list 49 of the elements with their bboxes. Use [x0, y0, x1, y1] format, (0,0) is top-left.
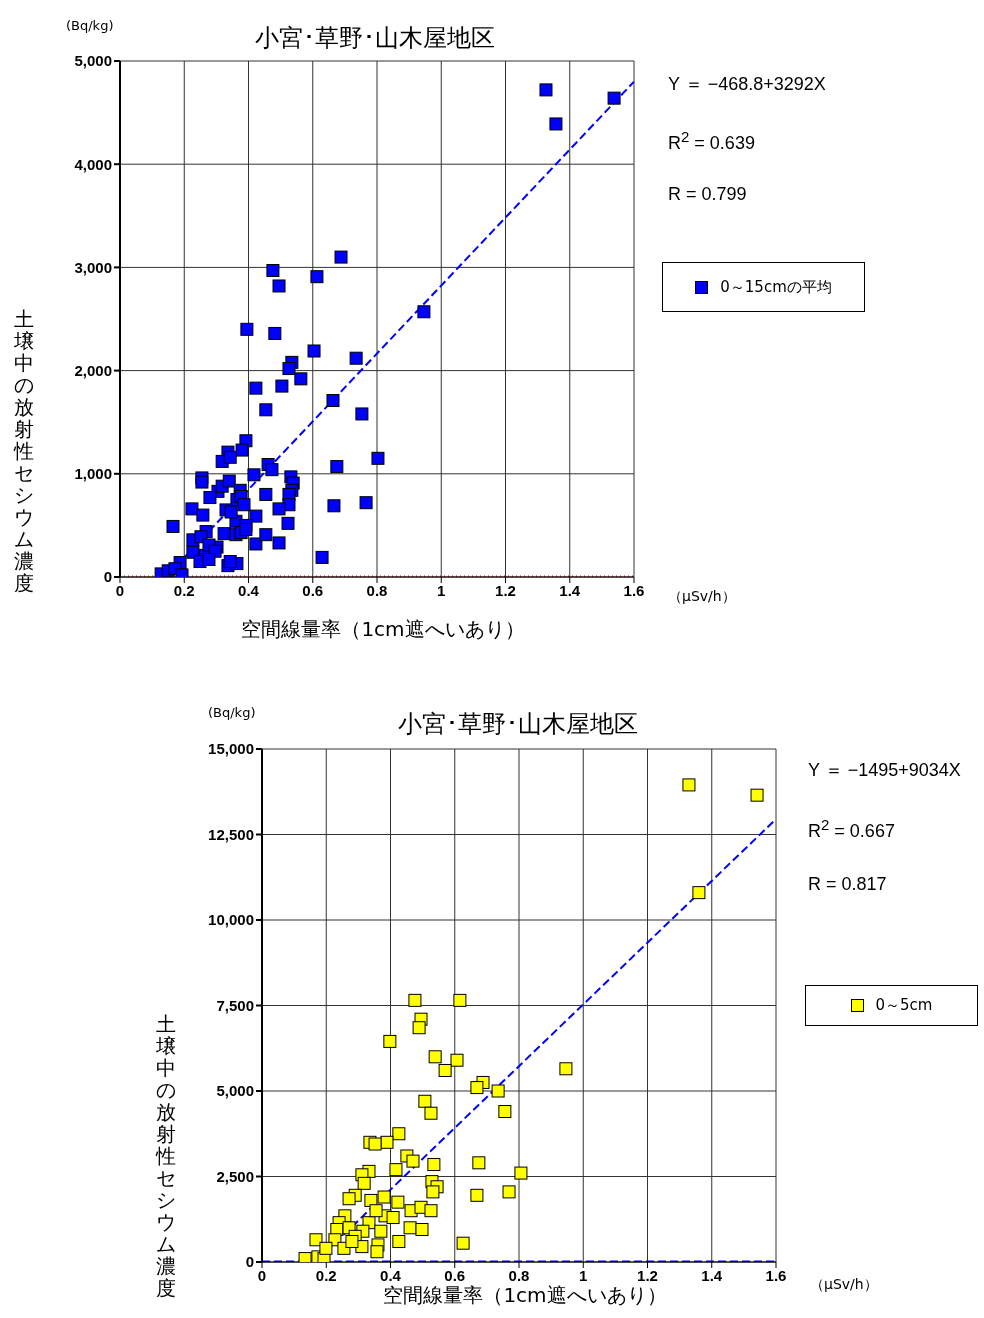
- x-tick-label: 0.4: [238, 581, 260, 599]
- x-tick-label: 0.6: [302, 581, 324, 599]
- x-tick-label: 1.4: [559, 581, 581, 599]
- y-tick-label: 5,000: [216, 1082, 254, 1100]
- legend-label: 0～5cm: [875, 996, 933, 1015]
- x-tick-label: 0.8: [366, 581, 388, 599]
- text: Y ＝ −468.8+3292X: [668, 73, 826, 96]
- x-tick-label: 0.8: [508, 1266, 530, 1284]
- text: 土壌中の放射性セシウム濃度: [14, 307, 34, 595]
- y-tick-label: 2,000: [74, 361, 112, 379]
- text: (Bq/kg): [66, 18, 114, 33]
- chart-title: 小宮･草野･山木屋地区: [254, 23, 496, 54]
- x-tick-label: 0.6: [444, 1266, 466, 1284]
- legend-label: 0～15cmの平均: [720, 277, 832, 297]
- y-tick-label: 5,000: [74, 52, 112, 70]
- y-tick-label: 0: [245, 1253, 254, 1271]
- x-tick-label: 1.4: [701, 1266, 723, 1284]
- text: R$^{2}$ = 0.639: [668, 128, 755, 154]
- text: Y ＝ −1495+9034X: [808, 759, 961, 782]
- text: （μSv/h）: [668, 588, 736, 606]
- x-tick-label: 1: [437, 581, 446, 599]
- x-tick-label: 1: [579, 1266, 588, 1284]
- y-tick-label: 0: [103, 568, 112, 586]
- y-tick-label: 1,000: [74, 465, 112, 483]
- x-tick-label: 0.4: [380, 1266, 402, 1284]
- chart-title: 小宮･草野･山木屋地区: [397, 709, 639, 740]
- text: （μSv/h）: [810, 1276, 878, 1294]
- y-tick-label: 4,000: [74, 155, 112, 173]
- text: (Bq/kg): [208, 705, 256, 720]
- text: 土壌中の放射性セシウム濃度: [156, 1012, 176, 1300]
- x-tick-label: 0: [257, 1266, 267, 1284]
- y-tick-label: 2,500: [216, 1167, 254, 1185]
- x-tick-label: 0.2: [315, 1266, 337, 1284]
- x-tick-label: 0.2: [173, 581, 195, 599]
- text: R$^{2}$ = 0.667: [808, 816, 895, 842]
- y-tick-label: 3,000: [74, 258, 112, 276]
- y-tick-label: 10,000: [208, 911, 254, 929]
- x-tick-label: 1.2: [495, 581, 516, 599]
- x-tick-label: 1.6: [623, 581, 645, 599]
- x-axis-title: 空間線量率（1cm遮へいあり）: [240, 616, 526, 643]
- y-tick-label: 7,500: [216, 996, 254, 1014]
- y-tick-label: 12,500: [208, 825, 254, 843]
- x-tick-label: 1.2: [637, 1266, 658, 1284]
- x-axis-title: 空間線量率（1cm遮へいあり）: [382, 1282, 668, 1309]
- x-tick-label: 1.6: [765, 1266, 787, 1284]
- text: R = 0.817: [808, 874, 887, 895]
- y-tick-label: 15,000: [208, 740, 254, 758]
- x-tick-label: 0: [115, 581, 125, 599]
- text: R = 0.799: [668, 184, 747, 205]
